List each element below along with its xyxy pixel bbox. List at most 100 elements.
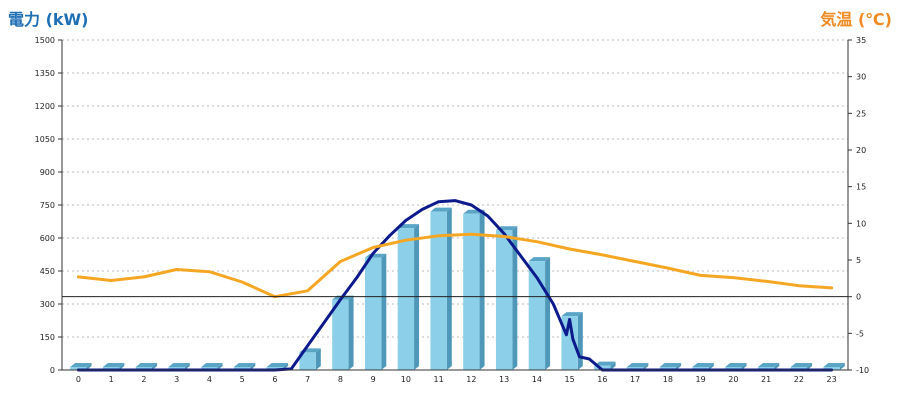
bar-top xyxy=(561,312,583,317)
bar-front xyxy=(332,299,349,370)
bar-top xyxy=(233,363,256,367)
bar-top xyxy=(201,363,223,367)
bar xyxy=(70,363,92,370)
bar xyxy=(528,257,551,370)
bar-top xyxy=(659,363,682,367)
bar-top xyxy=(594,361,616,366)
bar-front xyxy=(495,230,513,370)
bar-side xyxy=(446,207,452,370)
bar-top xyxy=(70,363,92,367)
bar-top xyxy=(757,363,780,367)
x-tick-label: 14 xyxy=(532,375,542,384)
x-tick-label: 20 xyxy=(728,375,738,384)
bar-side xyxy=(807,363,813,370)
right-tick-label: 30 xyxy=(856,73,866,82)
bar-front xyxy=(70,367,87,370)
bar-front xyxy=(430,211,447,370)
bar-side xyxy=(315,348,321,370)
x-tick-label: 5 xyxy=(240,375,245,384)
bar-side xyxy=(577,312,583,370)
x-tick-label: 23 xyxy=(827,375,837,384)
bar-side xyxy=(348,295,354,370)
x-tick-label: 21 xyxy=(761,375,771,384)
left-tick-label: 1200 xyxy=(35,102,55,111)
x-tick-label: 10 xyxy=(401,375,411,384)
right-axis-title: 気温 (℃) xyxy=(820,10,892,29)
x-tick-label: 6 xyxy=(272,375,277,384)
right-tick-label: -10 xyxy=(856,366,869,375)
bar-top xyxy=(692,363,714,367)
power-line xyxy=(76,199,834,372)
bar-side xyxy=(381,253,387,370)
bar xyxy=(823,363,845,370)
x-tick-label: 4 xyxy=(207,375,212,384)
bar-side xyxy=(545,257,551,370)
x-tick-label: 12 xyxy=(466,375,476,384)
bar-front xyxy=(397,228,415,370)
right-tick-label: 5 xyxy=(856,256,861,265)
bar-top xyxy=(626,363,649,367)
bar xyxy=(430,207,452,370)
left-tick-label: 1350 xyxy=(35,69,55,78)
bar-top xyxy=(790,363,813,367)
right-tick-label: 20 xyxy=(856,146,866,155)
bar-front xyxy=(594,365,611,370)
x-tick-label: 17 xyxy=(630,375,640,384)
bar-side xyxy=(479,209,485,370)
x-tick-label: 19 xyxy=(696,375,706,384)
bar-side xyxy=(152,363,158,370)
x-tick-label: 3 xyxy=(174,375,179,384)
right-tick-label: 0 xyxy=(856,293,861,302)
left-tick-label: 1500 xyxy=(35,36,55,45)
bar-side xyxy=(610,361,616,370)
left-tick-label: 600 xyxy=(40,234,55,243)
bar xyxy=(364,253,387,370)
x-tick-label: 11 xyxy=(434,375,444,384)
left-tick-label: 0 xyxy=(50,366,55,375)
x-tick-label: 16 xyxy=(597,375,607,384)
bar-front xyxy=(463,213,480,370)
bar-side xyxy=(643,363,649,370)
left-tick-label: 900 xyxy=(40,168,55,177)
bar-side xyxy=(86,363,92,370)
bar-front xyxy=(528,261,546,370)
left-tick-label: 750 xyxy=(40,201,55,210)
right-tick-label: 35 xyxy=(856,36,866,45)
x-tick-label: 9 xyxy=(371,375,376,384)
left-tick-label: 150 xyxy=(40,333,55,342)
bar-top xyxy=(430,207,452,212)
x-tick-label: 22 xyxy=(794,375,804,384)
bar-front xyxy=(364,257,382,370)
bar-side xyxy=(217,363,223,370)
bar-top xyxy=(102,363,125,367)
bar-side xyxy=(839,363,845,370)
bar xyxy=(594,361,616,370)
bar-top xyxy=(135,363,158,367)
x-tick-label: 8 xyxy=(338,375,343,384)
bar-top xyxy=(823,363,845,367)
bar-top xyxy=(266,363,289,367)
bar xyxy=(495,226,518,370)
temperature-line xyxy=(76,232,834,299)
left-tick-label: 300 xyxy=(40,300,55,309)
bar-side xyxy=(250,363,256,370)
bar-side xyxy=(676,363,682,370)
bar-side xyxy=(708,363,714,370)
left-tick-label: 450 xyxy=(40,267,55,276)
x-tick-label: 15 xyxy=(565,375,575,384)
bar-side xyxy=(512,226,518,370)
x-tick-label: 18 xyxy=(663,375,673,384)
x-tick-label: 1 xyxy=(109,375,114,384)
bar-top xyxy=(725,363,747,367)
bar-top xyxy=(528,257,551,262)
x-tick-label: 7 xyxy=(305,375,310,384)
bar-side xyxy=(184,363,190,370)
bar xyxy=(463,209,485,370)
right-tick-label: 15 xyxy=(856,183,866,192)
bar-side xyxy=(774,363,780,370)
x-tick-label: 2 xyxy=(141,375,146,384)
x-tick-label: 13 xyxy=(499,375,509,384)
bar-top xyxy=(168,363,190,367)
